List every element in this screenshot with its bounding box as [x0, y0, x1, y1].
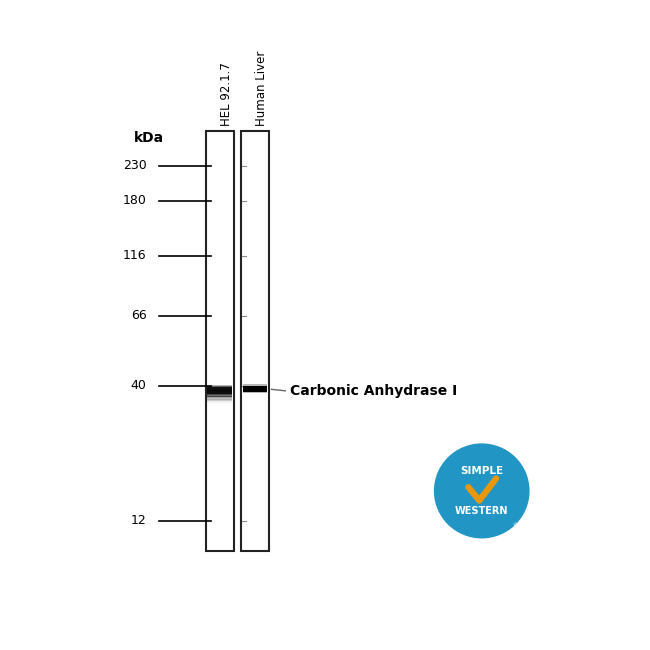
- Bar: [207, 391, 232, 392]
- Bar: [207, 400, 232, 401]
- Text: © 2014: © 2014: [513, 523, 534, 528]
- Bar: [207, 387, 232, 394]
- Text: 180: 180: [123, 194, 147, 207]
- Bar: [207, 389, 232, 390]
- Bar: [207, 385, 232, 386]
- Text: 40: 40: [131, 380, 147, 393]
- Bar: [207, 385, 232, 387]
- Bar: [242, 384, 267, 393]
- Bar: [207, 386, 232, 387]
- Bar: [207, 397, 232, 398]
- Bar: [207, 387, 232, 388]
- Text: SIMPLE: SIMPLE: [460, 466, 503, 476]
- Bar: [207, 393, 232, 395]
- Circle shape: [434, 443, 530, 538]
- Bar: [207, 390, 232, 391]
- Text: Human Liver: Human Liver: [255, 50, 268, 125]
- Bar: [207, 398, 232, 399]
- Bar: [241, 131, 269, 551]
- Bar: [206, 131, 233, 551]
- Bar: [207, 396, 232, 397]
- Bar: [207, 392, 232, 393]
- Bar: [207, 398, 232, 400]
- Text: 230: 230: [123, 159, 147, 172]
- Text: 66: 66: [131, 309, 147, 322]
- Text: HEL 92.1.7: HEL 92.1.7: [220, 62, 233, 125]
- Text: Carbonic Anhydrase I: Carbonic Anhydrase I: [291, 384, 458, 398]
- Bar: [207, 391, 232, 393]
- Bar: [207, 401, 232, 402]
- Text: 116: 116: [123, 249, 147, 262]
- Bar: [207, 388, 232, 389]
- Bar: [207, 387, 232, 388]
- Text: 12: 12: [131, 514, 147, 527]
- Bar: [207, 393, 232, 394]
- Bar: [242, 386, 267, 391]
- Bar: [207, 399, 232, 400]
- Text: WESTERN: WESTERN: [455, 506, 508, 516]
- Bar: [207, 395, 232, 396]
- Text: kDa: kDa: [134, 131, 164, 144]
- Bar: [207, 400, 232, 401]
- Bar: [207, 394, 232, 395]
